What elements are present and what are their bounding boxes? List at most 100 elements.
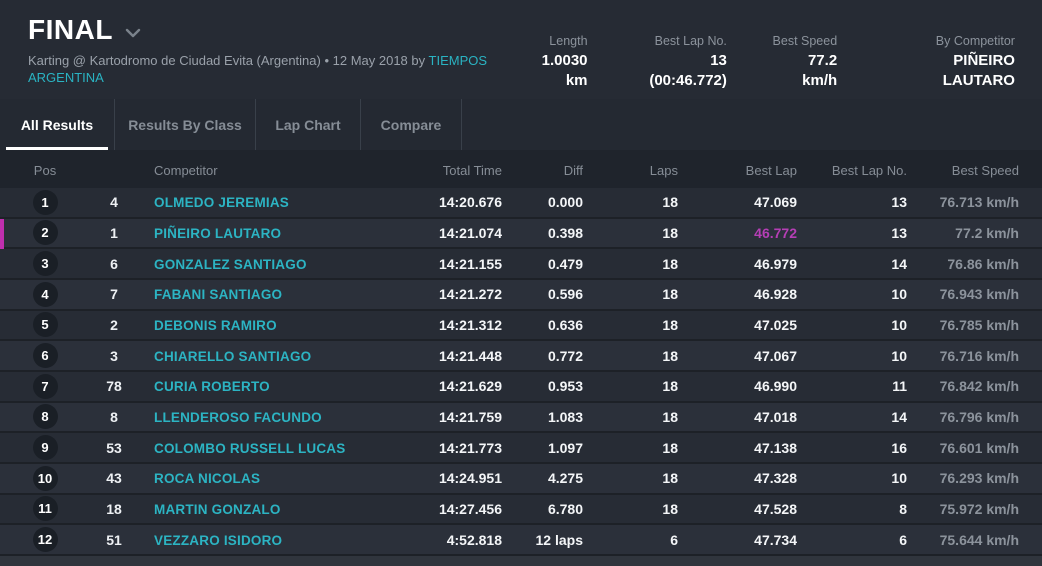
competitor-cell: MARTIN GONZALO (138, 501, 382, 517)
table-row[interactable]: 11 18 MARTIN GONZALO 14:27.456 6.780 18 … (0, 494, 1042, 526)
competitor-link[interactable]: COLOMBO RUSSELL LUCAS (154, 440, 346, 456)
position-badge: 10 (32, 465, 58, 491)
tab-label: Results By Class (128, 116, 242, 133)
tab-item[interactable]: Compare (361, 99, 462, 150)
total-time-cell: 14:20.676 (438, 194, 502, 211)
competitor-link[interactable]: PIÑEIRO LAUTARO (154, 225, 282, 241)
position-cell: 4 (0, 281, 90, 307)
competitor-link[interactable]: OLMEDO JEREMIAS (154, 195, 290, 211)
stat-value: 13 (00:46.772) (649, 52, 727, 89)
laps-cell: 18 (662, 286, 678, 303)
best-lap-no-cell: 10 (891, 470, 907, 487)
table-row[interactable]: 4 7 FABANI SANTIAGO 14:21.272 0.596 18 4… (0, 279, 1042, 311)
competitor-link[interactable]: CHIARELLO SANTIAGO (154, 348, 312, 364)
organizer-link[interactable]: TIEMPOS (428, 53, 488, 68)
table-row[interactable]: 8 8 LLENDEROSO FACUNDO 14:21.759 1.083 1… (0, 402, 1042, 434)
best-lap-cell: 47.138 (754, 439, 797, 456)
tab-item[interactable]: Results By Class (115, 99, 256, 150)
tab-item[interactable]: All Results (0, 99, 115, 150)
table-row[interactable]: 12 51 VEZZARO ISIDORO 4:52.818 12 laps 6… (0, 525, 1042, 556)
position-badge: 5 (32, 312, 58, 338)
kart-number: 51 (106, 531, 122, 548)
best-speed-cell: 76.842 km/h (939, 378, 1019, 395)
competitor-cell: FABANI SANTIAGO (138, 286, 382, 302)
position-badge: 4 (32, 281, 58, 307)
best-speed-cell: 77.2 km/h (955, 224, 1019, 241)
competitor-link[interactable]: CURIA ROBERTO (154, 379, 270, 395)
total-time-cell: 4:52.818 (446, 531, 502, 548)
competitor-cell: DEBONIS RAMIRO (138, 317, 382, 333)
tab-item[interactable]: Lap Chart (256, 99, 361, 150)
table-row[interactable]: 6 3 CHIARELLO SANTIAGO 14:21.448 0.772 1… (0, 341, 1042, 372)
position-cell: 7 (0, 373, 90, 399)
position-badge: 11 (32, 496, 58, 522)
competitor-cell: OLMEDO JEREMIAS (138, 194, 382, 210)
best-lap-cell: 47.328 (754, 470, 797, 487)
best-lap-no-cell: 14 (891, 255, 907, 272)
competitor-link[interactable]: MARTIN GONZALO (154, 501, 281, 517)
position-cell: 12 (0, 527, 90, 553)
organizer-link-line2[interactable]: ARGENTINA (28, 70, 104, 85)
position-badge: 3 (32, 251, 58, 277)
diff-cell: 0.772 (547, 347, 583, 364)
stat-label: Length (549, 34, 588, 48)
best-lap-no-cell: 13 (891, 194, 907, 211)
table-row[interactable]: 7 78 CURIA ROBERTO 14:21.629 0.953 18 46… (0, 371, 1042, 403)
best-lap-cell: 46.928 (754, 286, 797, 303)
laps-cell: 18 (662, 316, 678, 333)
col-diff: Diff (563, 162, 583, 178)
competitor-link[interactable]: VEZZARO ISIDORO (154, 532, 283, 548)
diff-cell: 4.275 (547, 470, 583, 487)
best-lap-cell: 47.734 (754, 531, 797, 548)
competitor-link[interactable]: FABANI SANTIAGO (154, 287, 283, 303)
kart-number: 8 (110, 408, 118, 425)
tab-label: All Results (20, 116, 94, 133)
stat-block: By Competitor PIÑEIRO LAUTARO (881, 33, 1015, 99)
competitor-link[interactable]: LLENDEROSO FACUNDO (154, 409, 322, 425)
col-best-lap-no: Best Lap No. (831, 162, 907, 178)
session-selector[interactable]: FINAL (28, 14, 518, 46)
table-row[interactable]: 10 43 ROCA NICOLAS 14:24.951 4.275 18 47… (0, 463, 1042, 495)
tab-label: Compare (380, 116, 442, 133)
kart-number: 2 (110, 316, 118, 333)
kart-number: 43 (106, 470, 122, 487)
competitor-cell: COLOMBO RUSSELL LUCAS (138, 440, 382, 456)
position-cell: 9 (0, 435, 90, 461)
kart-number: 78 (106, 378, 122, 395)
table-row[interactable]: 9 53 COLOMBO RUSSELL LUCAS 14:21.773 1.0… (0, 433, 1042, 464)
diff-cell: 1.097 (547, 439, 583, 456)
kart-number: 7 (110, 286, 118, 303)
best-speed-cell: 76.716 km/h (939, 347, 1019, 364)
best-speed-cell: 75.644 km/h (939, 531, 1019, 548)
results-tabbar: All Results Results By Class Lap Chart C… (0, 99, 1042, 150)
best-lap-no-cell: 14 (891, 408, 907, 425)
competitor-link[interactable]: DEBONIS RAMIRO (154, 317, 277, 333)
competitor-link[interactable]: ROCA NICOLAS (154, 471, 261, 487)
laps-cell: 18 (662, 500, 678, 517)
stat-label: Best Speed (772, 34, 838, 48)
session-subtitle: Karting @ Kartodromo de Ciudad Evita (Ar… (28, 52, 518, 86)
competitor-cell: PIÑEIRO LAUTARO (138, 225, 382, 241)
position-badge: 1 (32, 189, 58, 215)
results-table: 1 4 OLMEDO JEREMIAS 14:20.676 0.000 18 4… (0, 188, 1042, 556)
laps-cell: 18 (662, 470, 678, 487)
table-row[interactable]: 1 4 OLMEDO JEREMIAS 14:20.676 0.000 18 4… (0, 188, 1042, 219)
total-time-cell: 14:21.448 (438, 347, 502, 364)
position-badge: 7 (32, 373, 58, 399)
laps-cell: 18 (662, 408, 678, 425)
stat-block: Best Lap No. 13 (00:46.772) (632, 33, 727, 99)
table-row[interactable]: 2 1 PIÑEIRO LAUTARO 14:21.074 0.398 18 4… (0, 218, 1042, 250)
stat-label: Best Lap No. (654, 34, 727, 48)
table-row[interactable]: 5 2 DEBONIS RAMIRO 14:21.312 0.636 18 47… (0, 310, 1042, 342)
laps-cell: 18 (662, 347, 678, 364)
table-row[interactable]: 3 6 GONZALEZ SANTIAGO 14:21.155 0.479 18… (0, 249, 1042, 280)
laps-cell: 18 (662, 224, 678, 241)
diff-cell: 0.398 (547, 224, 583, 241)
col-total-time: Total Time (442, 162, 502, 178)
diff-cell: 0.596 (547, 286, 583, 303)
competitor-link[interactable]: GONZALEZ SANTIAGO (154, 256, 307, 272)
laps-cell: 6 (670, 531, 678, 548)
best-lap-no-cell: 13 (891, 224, 907, 241)
best-lap-cell: 46.979 (754, 255, 797, 272)
best-lap-cell: 47.025 (754, 316, 797, 333)
